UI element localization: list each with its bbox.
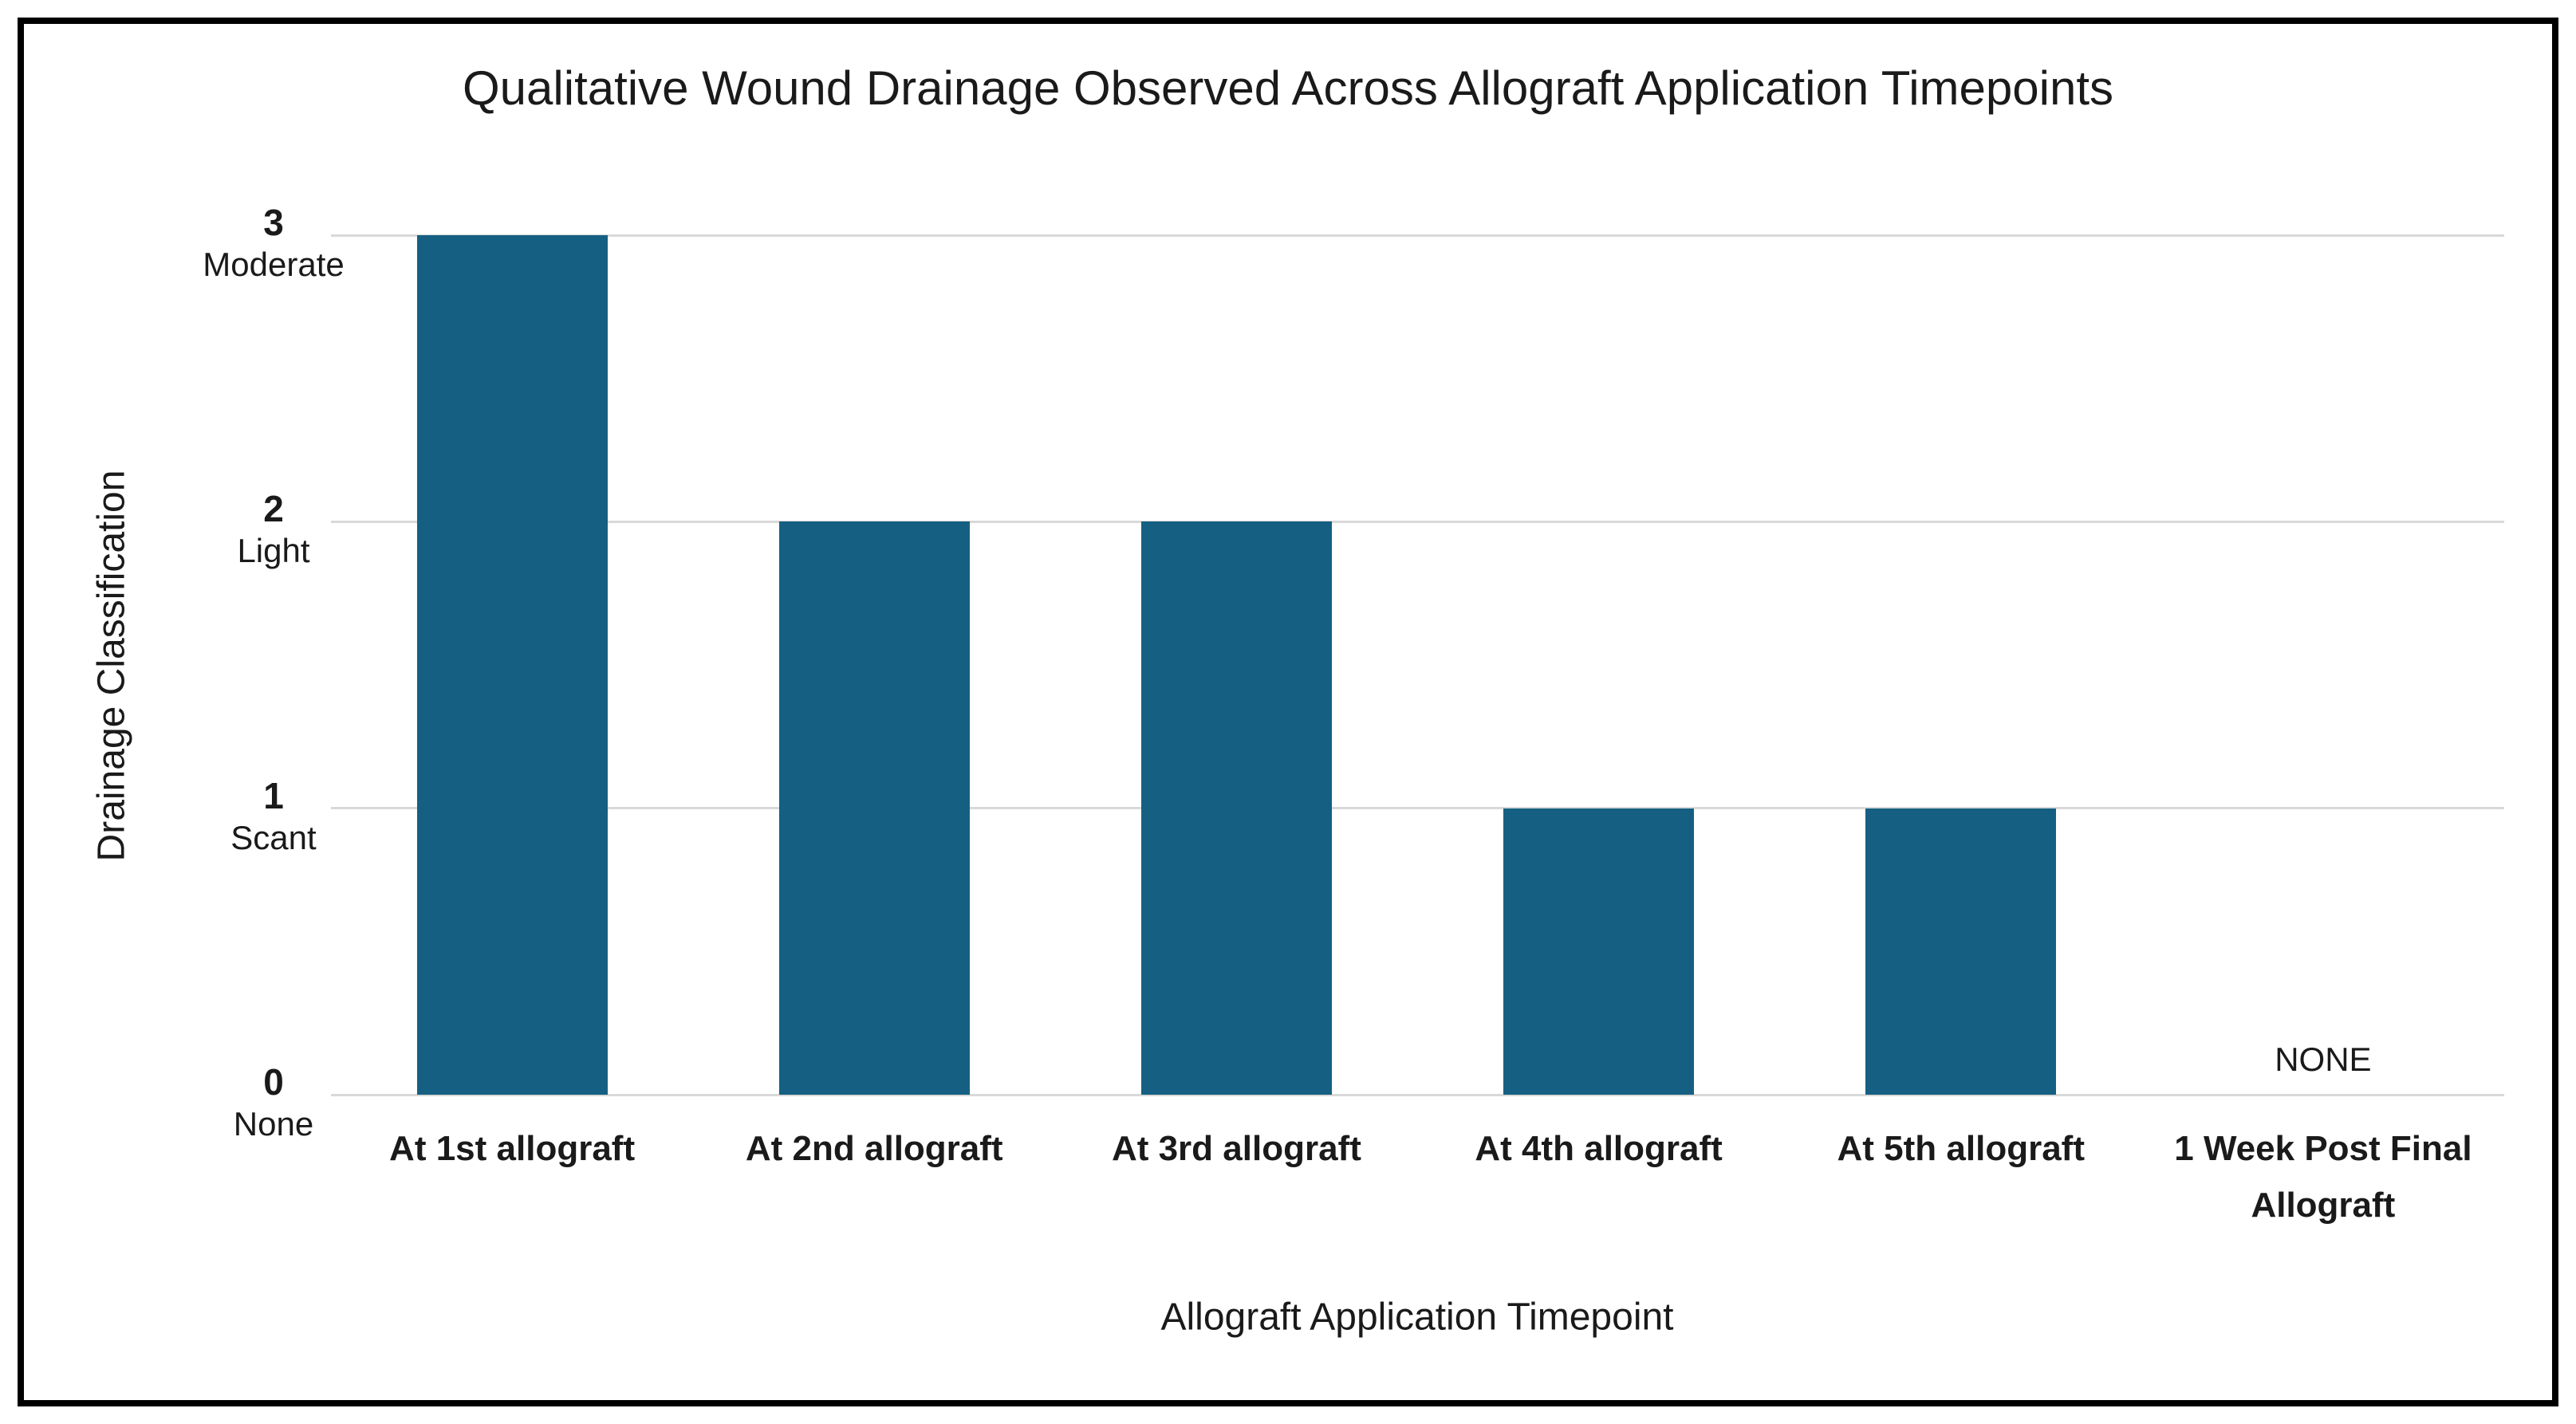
x-tick-label-1: At 1st allograft [389, 1129, 636, 1168]
y-tick-text: Light [237, 532, 310, 570]
y-tick-label-3: 3 Moderate [138, 200, 409, 285]
y-tick-label-0: 0 None [138, 1060, 409, 1144]
x-tick-label-3: At 3rd allograft [1111, 1129, 1361, 1168]
bar-2 [778, 521, 970, 1095]
y-tick-text: Scant [230, 818, 317, 856]
gridline-y1 [331, 807, 2504, 810]
y-tick-number: 3 [263, 202, 284, 243]
x-tick-label-2: At 2nd allograft [745, 1129, 1003, 1168]
x-tick-label-6: 1 Week Post Final Allograft [2174, 1129, 2472, 1225]
chart-title: Qualitative Wound Drainage Observed Acro… [463, 61, 2113, 115]
gridline-y2 [331, 520, 2504, 523]
bar-5 [1865, 808, 2057, 1095]
y-tick-number: 0 [263, 1061, 284, 1103]
x-tick-label-4: At 4th allograft [1475, 1129, 1723, 1168]
gridline-y0 [331, 1093, 2504, 1096]
bar-1 [416, 235, 608, 1095]
zero-bar-annotation: NONE [2275, 1040, 2372, 1078]
y-tick-number: 1 [263, 774, 284, 816]
plot-area [331, 234, 2504, 1096]
x-tick-label-5: At 5th allograft [1837, 1129, 2085, 1168]
bar-4 [1503, 808, 1695, 1095]
y-axis-title: Drainage Classification [90, 470, 133, 862]
y-tick-number: 2 [263, 488, 284, 530]
gridline-y3 [331, 234, 2504, 237]
y-tick-text: None [233, 1105, 314, 1143]
bar-3 [1140, 521, 1332, 1095]
y-tick-label-2: 2 Light [138, 486, 409, 571]
y-tick-label-1: 1 Scant [138, 773, 409, 858]
y-tick-text: Moderate [203, 246, 345, 283]
x-axis-title: Allograft Application Timepoint [1160, 1296, 1674, 1339]
